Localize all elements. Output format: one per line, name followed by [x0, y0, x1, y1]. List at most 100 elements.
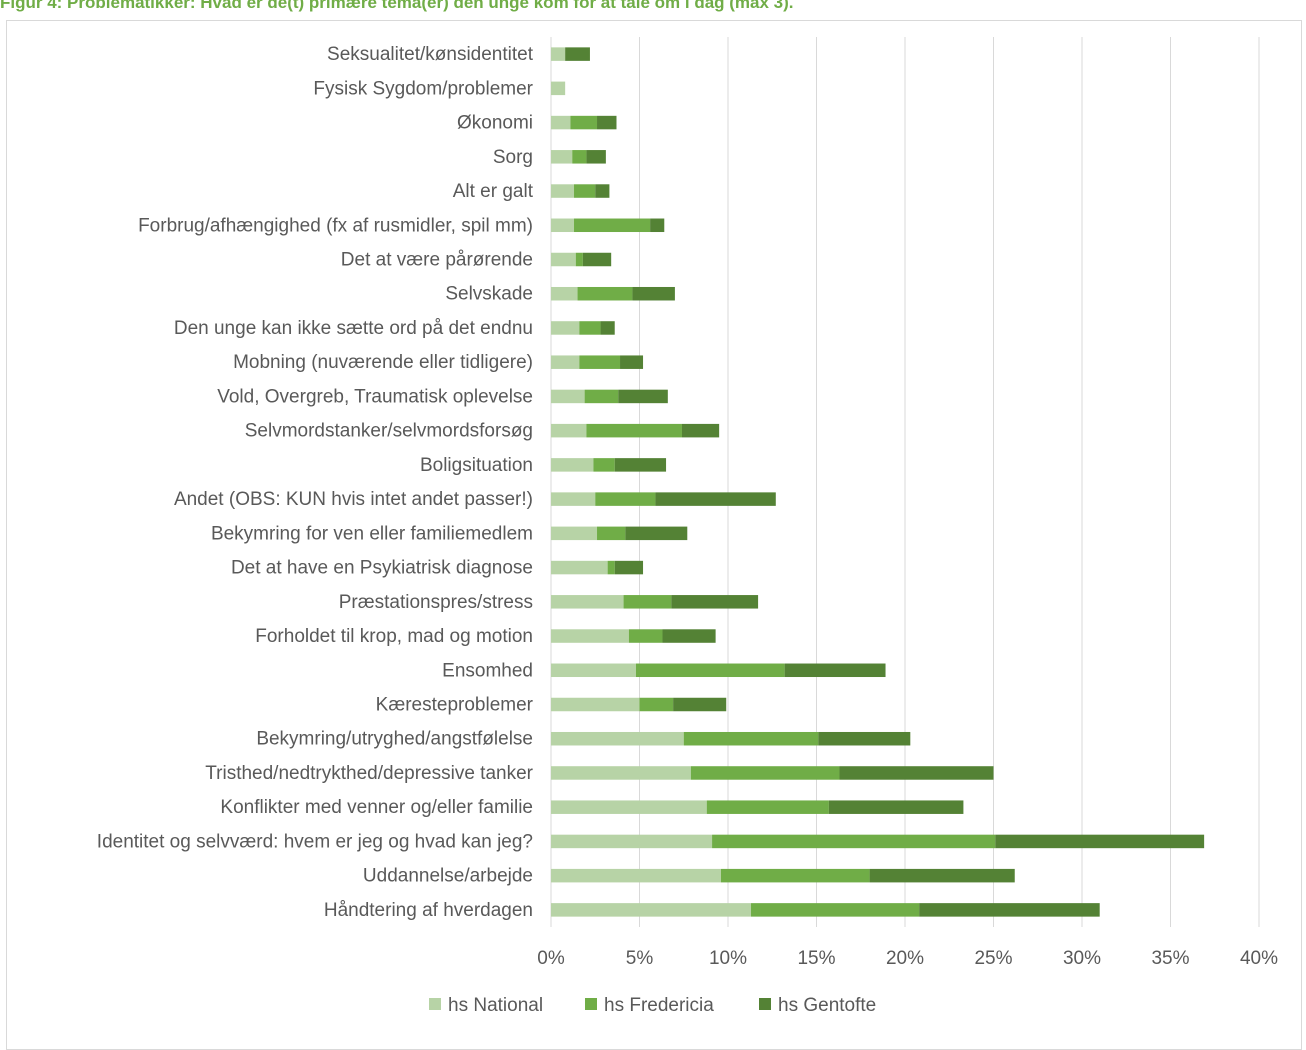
bar-segment	[570, 115, 598, 130]
category-label: Økonomi	[457, 113, 533, 134]
bar-segment	[565, 47, 590, 61]
bar-segment	[582, 252, 612, 267]
bar-segment	[623, 595, 672, 609]
bar-segment	[618, 389, 668, 404]
bar-segment	[551, 286, 578, 301]
category-label: Andet (OBS: KUN hvis intet andet passer!…	[174, 489, 533, 510]
bar-segment	[551, 355, 580, 369]
bar-segment	[575, 252, 583, 267]
bar-segment	[869, 868, 1015, 883]
bar-segment	[551, 766, 691, 780]
bar-segment	[579, 355, 621, 369]
category-label: Uddannelse/arbejde	[363, 866, 533, 887]
category-label: Den unge kan ikke sætte ord på det endnu	[174, 318, 533, 339]
bar-segment	[551, 184, 575, 198]
bar-segment	[586, 150, 606, 164]
bar-segment	[595, 184, 610, 198]
category-label: Bekymring/utryghed/angstfølelse	[256, 729, 533, 750]
bar-segment	[579, 321, 601, 335]
category-label: Forholdet til krop, mad og motion	[255, 626, 533, 647]
bar-segment	[551, 526, 598, 541]
x-tick-label: 25%	[974, 948, 1012, 969]
category-label: Identitet og selvværd: hvem er jeg og hv…	[97, 831, 533, 852]
bar-segment	[650, 218, 665, 233]
bar-segment	[818, 731, 911, 746]
chart-frame: Seksualitet/kønsidentitet Fysisk Sygdom/p…	[6, 20, 1302, 1050]
x-tick-label: 35%	[1151, 948, 1189, 969]
bar-segment	[671, 595, 759, 609]
category-label: Bekymring for ven eller familiemedlem	[211, 523, 533, 544]
bar-segment	[839, 766, 994, 780]
bar-segment	[995, 834, 1205, 849]
bar-segment	[551, 834, 713, 849]
legend-label: hs Fredericia	[604, 995, 714, 1016]
bar-segment	[551, 389, 585, 404]
category-label: Vold, Overgreb, Traumatisk oplevelse	[217, 386, 533, 407]
category-label: Sorg	[493, 147, 533, 168]
x-tick-label: 30%	[1063, 948, 1101, 969]
category-label: Selvmordstanker/selvmordsforsøg	[245, 421, 533, 442]
bar-segment	[720, 868, 870, 883]
bar-segment	[551, 697, 640, 712]
bar-segment	[551, 903, 752, 917]
stacked-bar-chart: Seksualitet/kønsidentitet Fysisk Sygdom/p…	[97, 37, 1278, 1016]
category-label: Fysisk Sygdom/problemer	[313, 78, 533, 99]
bar-segment	[614, 458, 667, 472]
category-label: Tristhed/nedtrykthed/depressive tanker	[205, 763, 533, 784]
bar-segment	[600, 321, 615, 335]
bar-segment	[784, 663, 886, 678]
bar-segment	[551, 150, 573, 164]
bar-segment	[577, 286, 633, 301]
x-tick-label: 20%	[886, 948, 924, 969]
bar-segment	[632, 286, 675, 301]
bar-segment	[919, 903, 1100, 917]
bar-segment	[597, 115, 617, 130]
bar-segment	[635, 663, 785, 678]
bar-segment	[584, 389, 619, 404]
bar-segment	[551, 492, 596, 506]
x-tick-label: 10%	[709, 948, 747, 969]
category-label: Selvskade	[445, 284, 533, 305]
category-label: Kæresteproblemer	[376, 695, 534, 716]
legend-label: hs Gentofte	[778, 995, 876, 1016]
bar-segment	[751, 903, 920, 917]
figure-caption: Figur 4: Problematikker: Hvad er de(t) p…	[0, 0, 794, 12]
bar-segment	[683, 731, 819, 746]
legend-swatch	[585, 998, 597, 1010]
bar-segment	[628, 629, 663, 643]
bar-segment	[639, 697, 674, 712]
category-label: Det at være pårørende	[341, 250, 533, 271]
bar-segment	[551, 800, 707, 814]
bar-segment	[551, 663, 636, 678]
bar-segment	[572, 150, 587, 164]
bar-segment	[574, 218, 651, 233]
category-label: Seksualitet/kønsidentitet	[327, 44, 534, 65]
category-label: Alt er galt	[453, 181, 534, 202]
legend-swatch	[759, 998, 771, 1010]
bar-segment	[551, 868, 721, 883]
legend-swatch	[429, 998, 441, 1010]
bar-segment	[712, 834, 996, 849]
bar-segment	[551, 731, 684, 746]
bar-segment	[593, 458, 615, 472]
bar-segment	[607, 560, 615, 575]
category-label: Konflikter med venner og/eller familie	[220, 797, 533, 818]
bar-segment	[551, 321, 580, 335]
bar-segment	[595, 492, 656, 506]
bar-segment	[551, 218, 575, 233]
x-tick-label: 15%	[797, 948, 835, 969]
bar-segment	[655, 492, 776, 506]
bar-segment	[625, 526, 688, 541]
bar-segment	[673, 697, 727, 712]
bar-segment	[597, 526, 626, 541]
bar-segment	[551, 595, 624, 609]
bar-segment	[614, 560, 644, 575]
bar-segment	[706, 800, 829, 814]
category-label: Forbrug/afhængighed (fx af rusmidler, sp…	[138, 215, 533, 236]
bar-segment	[551, 560, 608, 575]
bar-segment	[551, 423, 587, 438]
bar-segment	[551, 81, 566, 96]
bar-segment	[551, 115, 571, 130]
bar-segment	[551, 47, 566, 61]
bar-segment	[681, 423, 720, 438]
